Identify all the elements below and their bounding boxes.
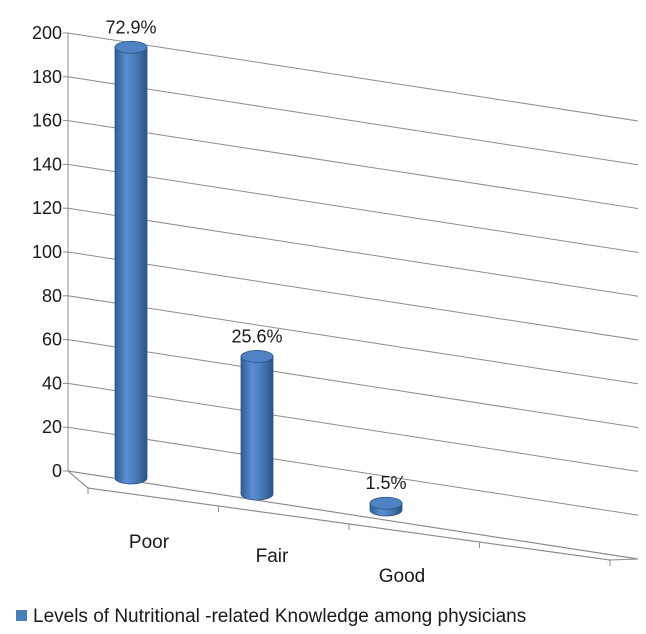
gridline (67, 470, 639, 560)
gridline (67, 120, 639, 210)
bar-body (240, 356, 274, 501)
y-tick-label: 120 (32, 198, 62, 218)
y-tick-label: 60 (42, 330, 62, 350)
bar-poor (114, 40, 148, 485)
gridline (67, 163, 639, 253)
gridline (67, 426, 639, 516)
gridline (67, 295, 639, 385)
category-label: Good (379, 566, 425, 587)
bar-cap (114, 40, 148, 54)
data-labels: 72.9% 25.6% 1.5% (105, 17, 406, 493)
chart: 0 20 40 60 80 100 120 140 160 180 200 Poor Fair Good… (32, 17, 639, 587)
bar-cap (240, 350, 274, 363)
bar-cap (369, 496, 403, 510)
bars (114, 40, 403, 517)
category-labels: Poor Fair Good (129, 532, 425, 587)
bar-fair (240, 350, 274, 501)
y-tick-label: 140 (32, 154, 62, 174)
category-label: Fair (256, 546, 289, 567)
data-label: 25.6% (231, 326, 282, 346)
depth-edge (67, 470, 89, 489)
y-tick-label: 100 (32, 242, 62, 262)
y-axis-ticks: 0 20 40 60 80 100 120 140 160 180 200 (32, 23, 68, 481)
gridline (67, 32, 639, 122)
y-tick-label: 180 (32, 67, 62, 87)
data-label: 72.9% (105, 17, 156, 37)
y-tick-label: 0 (52, 461, 62, 481)
y-tick-label: 20 (42, 417, 62, 437)
category-label: Poor (129, 532, 170, 553)
bar-good (369, 496, 403, 517)
gridlines (67, 32, 639, 560)
gridline (67, 76, 639, 166)
legend-swatch (16, 610, 27, 621)
bar-body (114, 46, 148, 485)
legend: Levels of Nutritional -related Knowledge… (16, 606, 646, 634)
y-tick-label: 40 (42, 373, 62, 393)
data-label: 1.5% (365, 473, 406, 493)
y-tick-label: 80 (42, 286, 62, 306)
gridline (67, 382, 639, 472)
y-tick-label: 160 (32, 111, 62, 131)
gridline (67, 339, 639, 429)
gridline (67, 207, 639, 297)
legend-label: Levels of Nutritional -related Knowledge… (33, 606, 527, 627)
axes (67, 33, 611, 566)
gridline (67, 251, 639, 341)
y-tick-label: 200 (32, 23, 62, 43)
